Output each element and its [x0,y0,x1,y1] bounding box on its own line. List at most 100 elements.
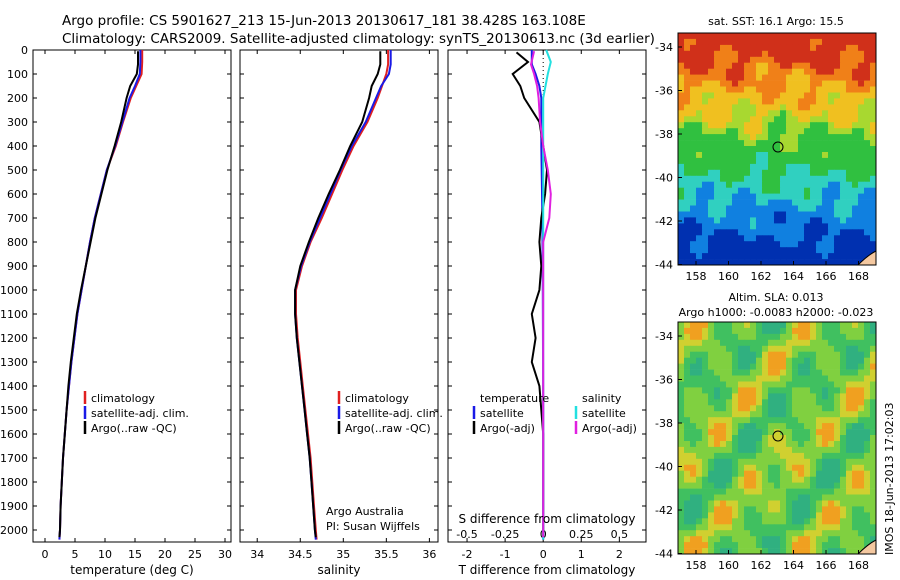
map-cell [798,169,805,177]
map-cell [702,369,709,376]
map-cell [762,205,769,212]
map-cell [852,411,859,418]
y-tick-label: 100 [7,68,28,81]
map-cell [750,205,757,212]
map-cell [714,357,721,364]
map-cell [708,98,715,105]
map-cell [678,524,685,531]
map-cell [834,363,841,370]
map-cell [864,104,871,111]
map-cell [750,387,757,394]
map-cell [714,38,721,46]
map-cell [678,441,685,448]
map-cell [696,110,703,117]
map-cell [690,506,697,513]
map-cell [786,38,793,46]
map-cell [870,375,877,382]
map-cell [816,187,823,194]
map-cell [846,205,853,212]
map-cell [702,50,709,58]
y-tick-label: 1700 [0,452,28,465]
map-cell [720,369,727,376]
map-cell [774,369,781,376]
map-cell [840,140,847,147]
map-cell [858,241,865,248]
legend-t-satellite: satellite [480,407,524,420]
map-cell [738,134,745,141]
map-cell [810,68,817,75]
map-cell [690,157,697,165]
map-cell [756,175,763,183]
map-cell [768,363,775,370]
map-cell [678,74,685,81]
map-cell [750,193,757,200]
map-cell [864,339,871,347]
map-cell [840,435,847,442]
map-cell [828,441,835,448]
map-cell [822,476,829,483]
map-cell [696,476,703,483]
map-cell [846,387,853,394]
map-cell [834,476,841,483]
map-cell [738,333,745,341]
map-cell [714,92,721,99]
map-cell [678,50,685,58]
map-cell [822,429,829,436]
map-cell [750,50,757,58]
map-cell [780,399,787,406]
map-cell [858,175,865,183]
map-cell [678,175,685,183]
y-tick-label: 1500 [0,404,28,417]
map-cell [768,169,775,177]
map-cell [732,399,739,406]
map-cell [822,169,829,177]
map-cell [792,351,799,358]
map-cell [732,500,739,507]
map-cell [702,441,709,448]
map-cell [714,223,721,230]
map-cell [858,169,865,177]
map-cell [726,80,733,87]
map-cell [726,163,733,171]
map-cell [828,122,835,129]
map-cell [828,512,835,519]
map-cell [696,98,703,105]
map-cell [738,157,745,165]
map-cell [798,351,805,358]
map-cell [702,512,709,519]
map-cell [864,193,871,200]
map-cell [840,68,847,75]
map-cell [678,241,685,248]
map-cell [828,98,835,105]
map-cell [840,211,847,218]
map-cell [726,435,733,442]
map-cell [780,247,787,254]
map-cell [840,381,847,388]
map-cell [750,399,757,406]
map-cell [852,211,859,218]
map-cell [846,327,853,335]
map-cell [828,187,835,194]
map-cell [756,333,763,341]
map-cell [834,381,841,388]
map-cell [846,211,853,218]
map-cell [870,38,877,46]
map-cell [798,98,805,105]
map-cell [738,446,745,454]
map-cell [678,187,685,194]
map-cell [804,524,811,531]
map-cell [858,327,865,335]
map-cell [798,38,805,46]
map-cell [792,44,799,52]
map-cell [774,181,781,188]
map-cell [798,322,805,329]
map-cell [804,369,811,376]
map-cell [780,157,787,165]
map-cell [780,50,787,58]
map-cell [720,187,727,194]
map-cell [726,411,733,418]
map-cell [696,38,703,46]
map-cell [870,181,877,188]
map-cell [732,122,739,129]
